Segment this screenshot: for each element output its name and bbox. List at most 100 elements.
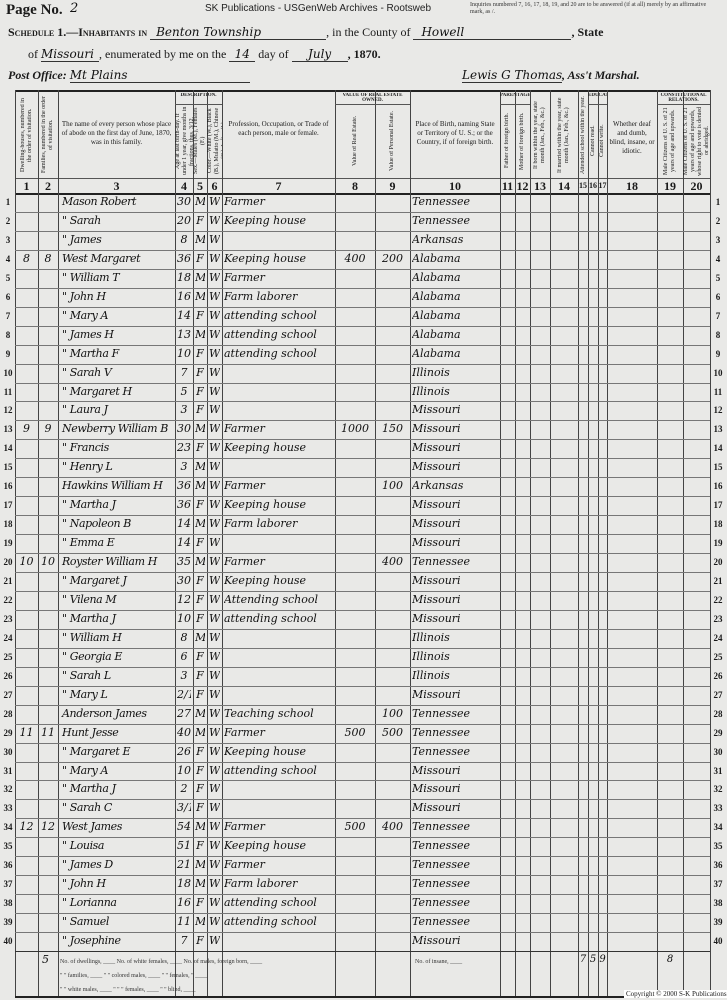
column-number-16: 16 — [589, 181, 597, 190]
column-header-label: Father of foreign birth. — [504, 113, 510, 169]
row-divider — [15, 856, 710, 857]
row-number-right: 21 — [713, 576, 723, 586]
row-divider — [15, 875, 710, 876]
column-divider — [515, 90, 516, 996]
column-number-2: 2 — [45, 179, 51, 193]
cell-age: 7 — [180, 365, 188, 379]
column-divider — [375, 90, 376, 996]
row-divider — [15, 477, 710, 478]
row-number-left: 18 — [3, 519, 13, 530]
header-divider — [15, 178, 710, 179]
cell-birth: Missouri — [412, 403, 461, 417]
column-number-15: 15 — [579, 181, 587, 190]
cell-age: 30 — [177, 195, 191, 208]
cell-occ: attending school — [224, 611, 317, 625]
column-divider — [410, 90, 411, 996]
cell-name: " Samuel — [62, 915, 109, 929]
column-header-label: Mother of foreign birth. — [519, 112, 525, 170]
cell-birth: Missouri — [412, 422, 461, 436]
row-number-right: 3 — [715, 234, 721, 245]
cell-birth: Tennessee — [412, 896, 470, 910]
cell-age: 11 — [177, 915, 191, 929]
cell-name: " Martha F — [62, 346, 119, 360]
cell-birth: Missouri — [412, 498, 461, 512]
column-divider — [598, 90, 599, 996]
cell-f: 10 — [41, 555, 55, 569]
cell-occ: Farm laborer — [224, 517, 298, 531]
row-number-right: 29 — [713, 727, 723, 738]
cell-color: W — [209, 403, 220, 417]
column-header-4: Age at last birth-day. If under 1 year, … — [175, 106, 193, 176]
cell-sex: F — [196, 839, 204, 853]
cell-birth: Tennessee — [412, 915, 470, 929]
cell-name: " Louisa — [62, 839, 105, 853]
cell-sex: M — [195, 193, 205, 211]
row-number-left: 20 — [3, 557, 13, 568]
row-number-right: 4 — [715, 253, 721, 264]
cell-name: Hunt Jesse — [62, 725, 119, 739]
column-divider — [335, 90, 336, 996]
row-number-left: 23 — [3, 613, 13, 624]
column-divider — [38, 90, 39, 996]
cell-age: 2 — [180, 782, 188, 796]
cell-color: W — [209, 479, 220, 493]
row-divider — [15, 534, 710, 535]
cell-name: " Margaret H — [62, 384, 132, 398]
cell-sex: F — [196, 782, 204, 796]
cell-pe: 100 — [382, 706, 403, 720]
cell-color: W — [209, 441, 220, 455]
cell-birth: Missouri — [412, 592, 461, 606]
row-number-left: 8 — [5, 329, 11, 340]
county-label: , in the County of — [326, 25, 411, 39]
cell-name: Mason Robert — [62, 195, 137, 208]
column-divider — [500, 90, 501, 996]
row-number-right: 20 — [713, 557, 723, 568]
row-number-right: 25 — [713, 651, 723, 662]
cell-color: W — [209, 308, 220, 322]
cell-name: " Georgia E — [62, 649, 122, 663]
column-header-13: If born within the year, state month (Ja… — [530, 94, 550, 176]
cell-age: 36 — [177, 479, 191, 493]
cell-sex: F — [196, 763, 204, 777]
column-number-14: 14 — [558, 179, 570, 193]
cell-sex: M — [195, 856, 205, 874]
cell-birth: Tennessee — [412, 213, 470, 227]
cell-sex: F — [196, 346, 204, 360]
column-number-6: 6 — [211, 179, 218, 193]
group-header-parentage: Parentage. — [500, 93, 530, 98]
cell-name: " Margaret J — [62, 574, 127, 587]
cell-f: 11 — [41, 725, 55, 739]
cell-occ: Attending school — [224, 592, 319, 606]
row-number-left: 10 — [3, 367, 13, 378]
row-number-right: 6 — [715, 291, 721, 302]
column-number-13: 13 — [534, 179, 546, 193]
cell-color: W — [209, 725, 220, 739]
cell-name: " Margaret E — [62, 744, 131, 758]
cell-occ: Keeping house — [224, 213, 307, 227]
page-number: 2 — [70, 1, 79, 16]
column-number-9: 9 — [389, 179, 396, 193]
cell-sex: F — [196, 536, 204, 550]
row-divider — [15, 383, 710, 384]
cell-sex: F — [196, 213, 204, 227]
column-header-9: Value of Personal Estate. — [375, 106, 410, 176]
row-number-left: 25 — [3, 651, 13, 662]
row-number-right: 19 — [713, 538, 723, 549]
cell-color: W — [209, 934, 220, 948]
row-divider — [15, 250, 710, 251]
column-header-3: The name of every person whose place of … — [61, 120, 172, 146]
group-header-description: Description. — [180, 93, 217, 98]
footer-summary-2: " " families, ____ " " colored males, __… — [60, 973, 208, 979]
row-number-right: 22 — [713, 594, 723, 605]
column-header-14: If married within the year, state month … — [550, 94, 578, 176]
page-label: Page No. — [6, 2, 63, 18]
cell-age: 5 — [180, 384, 188, 398]
column-header-label: Cannot write. — [599, 124, 605, 158]
cell-sex: F — [196, 403, 204, 417]
row-number-right: 12 — [713, 405, 723, 416]
cell-name: Hawkins William H — [62, 479, 163, 493]
table-bottom-border — [15, 996, 710, 998]
row-number-left: 30 — [3, 746, 13, 757]
copyright: Copyright © 2000 S-K Publications — [624, 990, 727, 998]
